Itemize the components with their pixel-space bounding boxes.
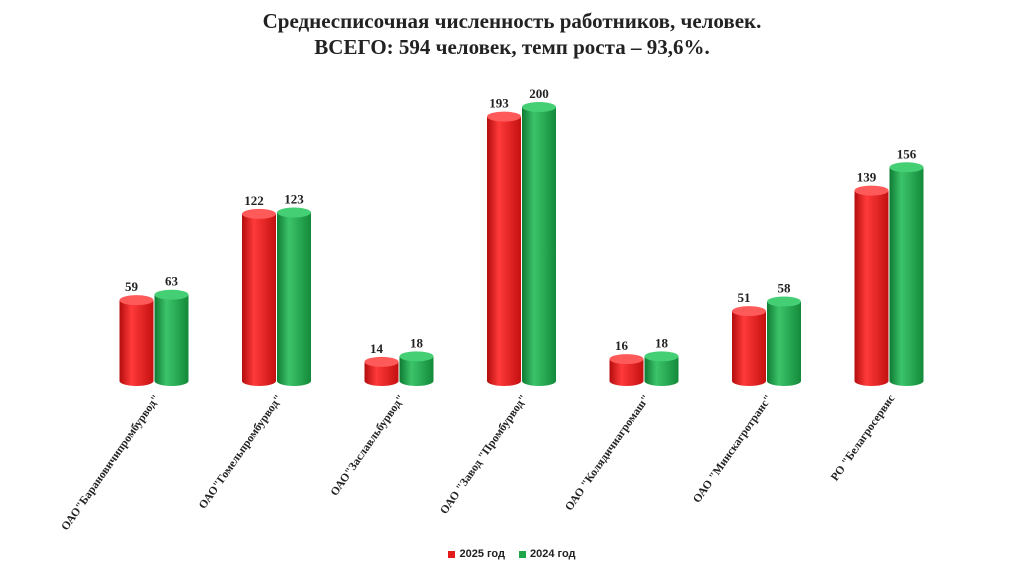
category-label-3: ОАО "Завод "Промбурвод" — [438, 393, 530, 517]
category-label-0: ОАО"Барановичипромбурвод" — [59, 393, 162, 533]
legend-label-2025: 2025 год — [459, 548, 505, 560]
bar-2024-6 — [889, 162, 924, 387]
value-label-2025-3: 193 — [489, 96, 509, 111]
title-line-1: Среднесписочная численность работников, … — [262, 9, 762, 33]
bar-2025-1 — [242, 208, 276, 386]
value-label-2024-5: 58 — [778, 281, 792, 296]
value-label-2024-3: 200 — [529, 86, 549, 101]
bar-2025-4 — [609, 354, 644, 387]
value-label-2025-0: 59 — [125, 279, 139, 294]
bars-group — [119, 102, 924, 387]
category-label-5: ОАО "Минскагротранс" — [691, 393, 775, 506]
bar-2025-3 — [487, 111, 521, 386]
value-labels-group: 59 63 122 123 14 18 193 200 16 18 51 58 139 156 — [125, 86, 917, 356]
bar-2024-3 — [522, 102, 556, 386]
value-label-2024-4: 18 — [655, 335, 669, 350]
legend-swatch-2025 — [448, 550, 456, 558]
value-label-2024-2: 18 — [410, 335, 424, 350]
bar-2024-1 — [277, 207, 311, 386]
category-label-4: ОАО "Колядичиагромаш" — [563, 393, 652, 513]
value-label-2025-6: 139 — [857, 170, 877, 185]
value-label-2025-2: 14 — [370, 341, 384, 356]
bar-2024-4 — [644, 351, 679, 387]
value-label-2024-1: 123 — [284, 191, 304, 206]
bar-2024-5 — [767, 296, 801, 386]
legend-item-2024: 2024 год — [519, 548, 576, 560]
legend-swatch-2024 — [519, 550, 526, 558]
legend-label-2024: 2024 год — [530, 548, 576, 560]
title-line-2: ВСЕГО: 594 человек, темп роста – 93,6%. — [314, 35, 710, 59]
bar-2025-6 — [854, 185, 889, 387]
legend-item-2025: 2025 год — [448, 548, 505, 560]
legend: 2025 год 2024 год — [0, 548, 1024, 560]
value-label-2025-1: 122 — [244, 193, 264, 208]
category-label-2: ОАО"Заславльбурвод" — [329, 393, 408, 498]
bar-2025-0 — [119, 295, 154, 387]
chart-title: Среднесписочная численность работников, … — [0, 8, 1024, 60]
bar-2024-0 — [154, 289, 189, 387]
category-labels-group: ОАО"Барановичипромбурвод" ОАО"Гомельпромб… — [59, 393, 897, 533]
value-label-2025-5: 51 — [738, 290, 751, 305]
value-label-2025-4: 16 — [615, 338, 629, 353]
category-label-1: ОАО"Гомельпромбурвод" — [197, 393, 285, 512]
bar-2025-5 — [732, 306, 766, 386]
bar-2024-2 — [399, 351, 434, 387]
category-label-6: РО "Белагросервис — [829, 393, 897, 484]
bar-2025-2 — [364, 356, 399, 387]
value-label-2024-6: 156 — [897, 146, 917, 161]
value-label-2024-0: 63 — [165, 274, 179, 289]
